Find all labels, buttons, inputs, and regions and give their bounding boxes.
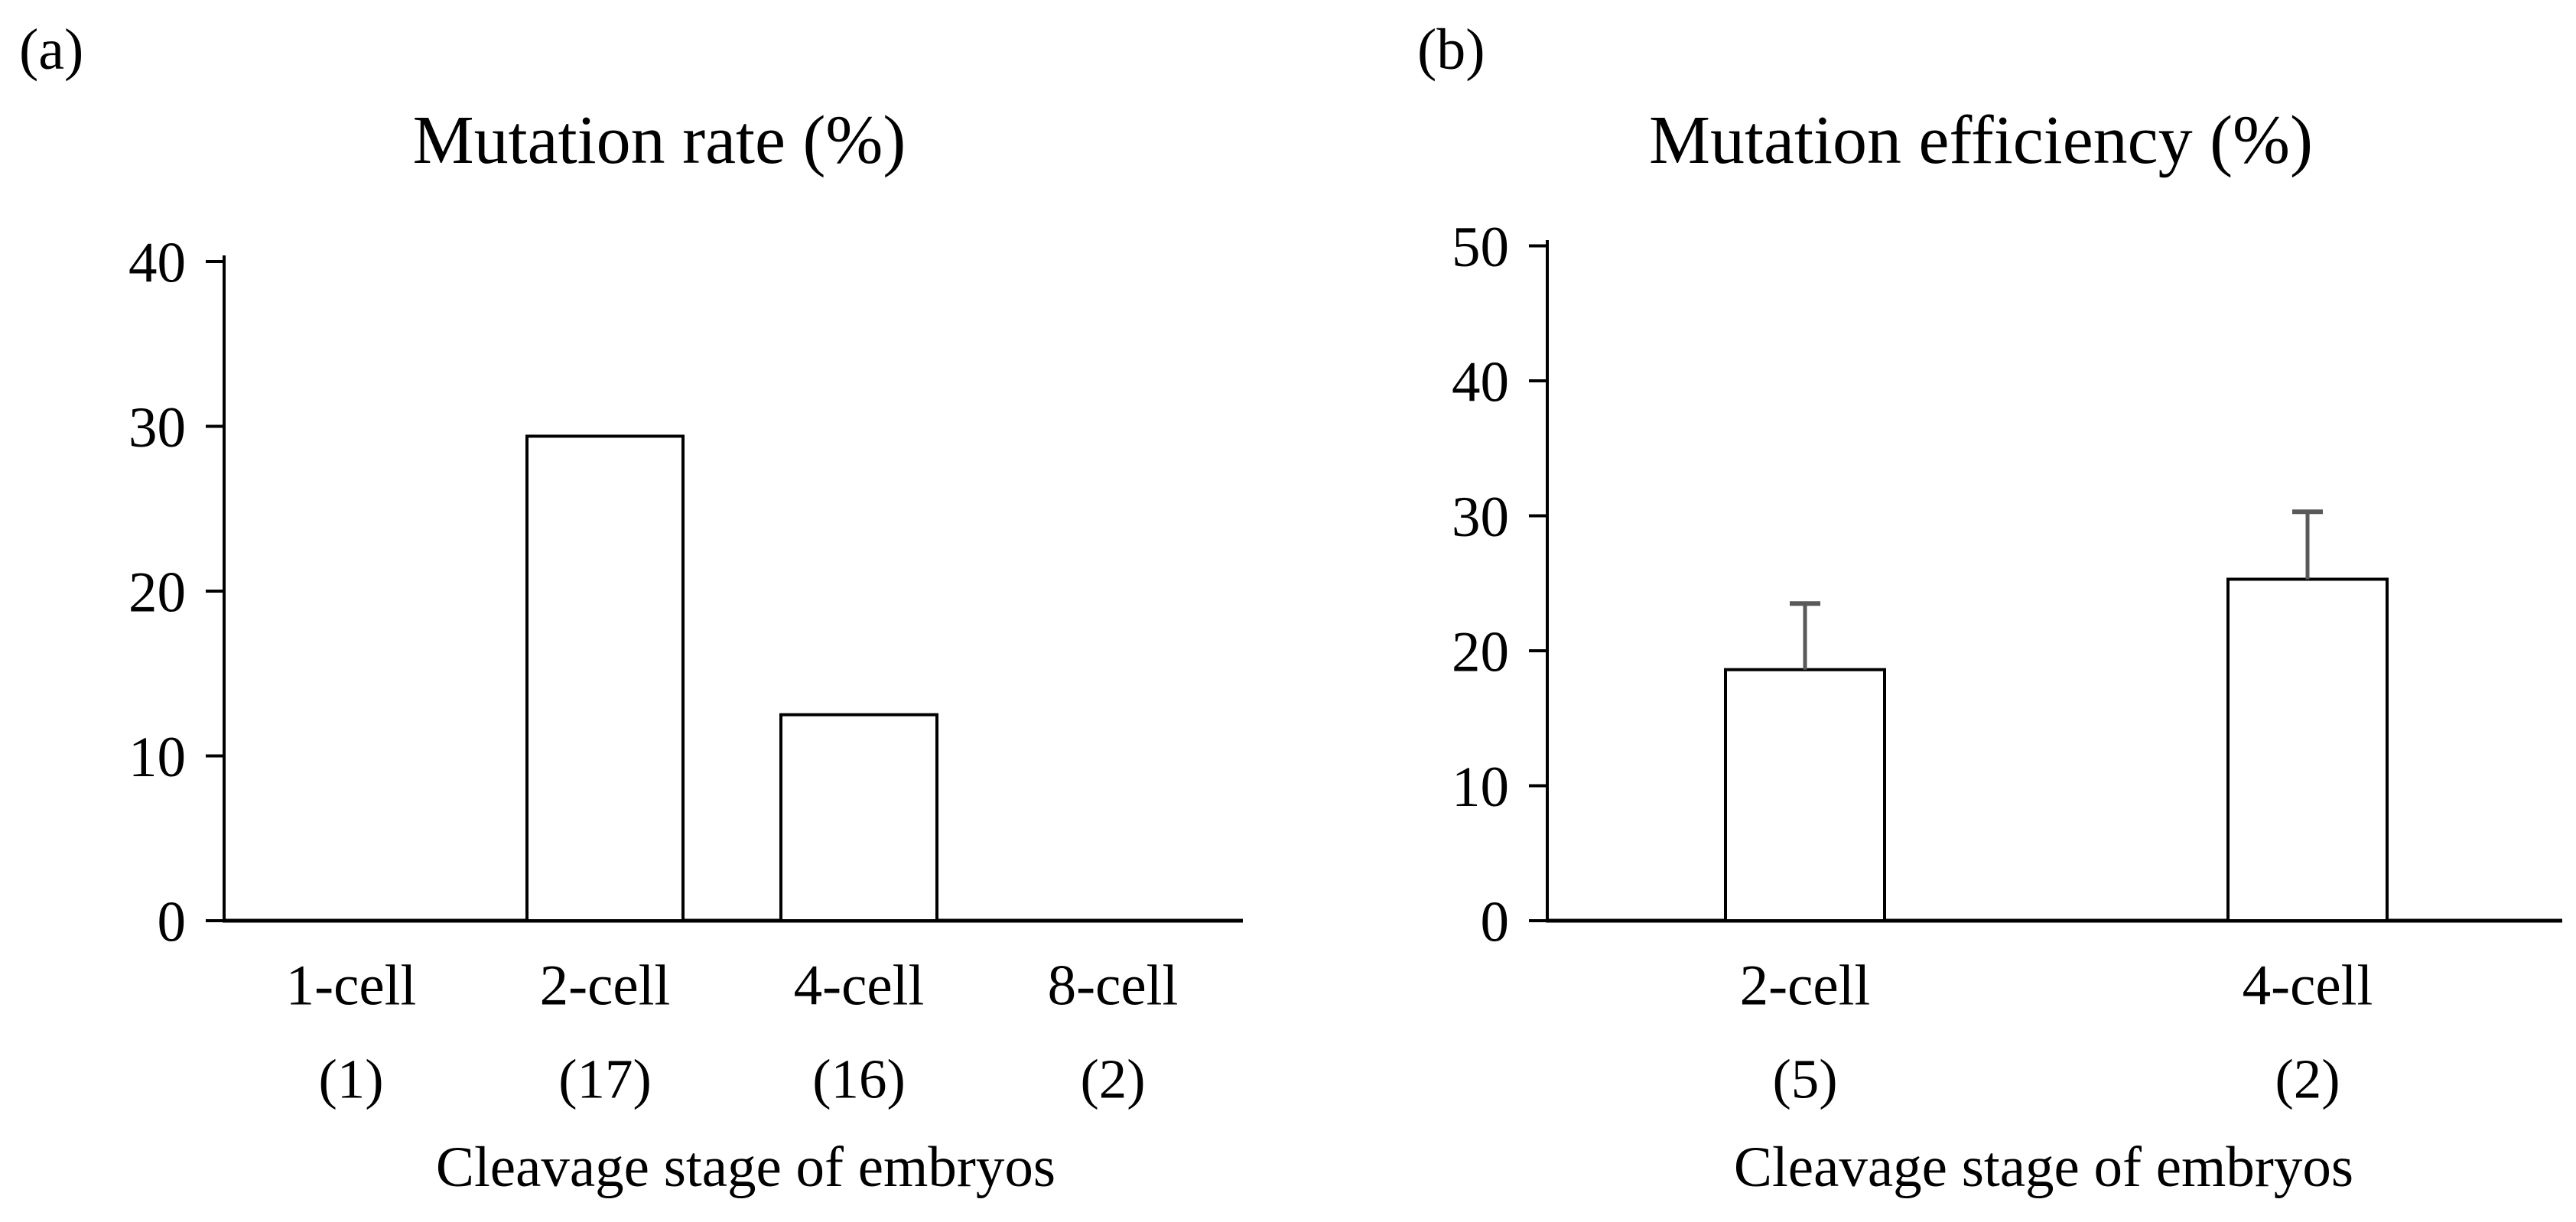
bar [2226,577,2389,923]
category-count-label: (16) [812,1048,906,1110]
category-count-label: (5) [1772,1048,1837,1110]
panel-b-label: (b) [1417,18,1485,82]
bar [779,713,938,922]
panel-a: (a) Mutation rate (%) 0 10 20 30 40 1-cell (1)… [19,18,1243,1199]
panel-a-title: Mutation rate (%) [412,102,906,178]
panel-a-chart: 0 10 20 30 40 1-cell (1) 2-cell (17) 4-cell (16) 8-… [128,231,1243,1110]
y-tick-label: 30 [1452,486,1509,549]
category-count-label: (17) [558,1048,652,1110]
panel-b-x-axis-title: Cleavage stage of embryos [1733,1136,2354,1199]
bar [525,434,685,922]
category-label: 4-cell [794,954,925,1017]
y-tick-label: 0 [158,890,187,954]
category-label: 8-cell [1048,954,1179,1017]
category-label: 4-cell [2243,954,2373,1017]
y-tick-label: 50 [1452,216,1509,279]
y-tick-label: 20 [1452,620,1509,684]
panel-b: (b) Mutation efficiency (%) 0 10 20 30 40 50 2… [1288,0,2576,1222]
y-tick-label: 0 [1481,890,1510,954]
y-tick-label: 20 [128,561,186,624]
panel-a-x-axis-title: Cleavage stage of embryos [435,1136,1056,1199]
category-label: 1-cell [286,954,417,1017]
y-tick-label: 10 [128,726,186,789]
panel-a-label: (a) [19,18,84,82]
category-count-label: (2) [1080,1048,1145,1110]
y-tick-label: 10 [1452,756,1509,819]
category-count-label: (2) [2275,1048,2340,1110]
category-label: 2-cell [1740,954,1871,1017]
y-tick-label: 40 [1452,350,1509,414]
y-tick-label: 30 [128,396,186,460]
category-label: 2-cell [540,954,671,1017]
panel-b-chart: 0 10 20 30 40 50 2-cell (5) 4-cell (2) [1452,216,2562,1110]
panel-b-title: Mutation efficiency (%) [1648,102,2313,178]
category-count-label: (1) [318,1048,383,1110]
bar [1724,668,1886,923]
y-tick-label: 40 [128,231,186,294]
